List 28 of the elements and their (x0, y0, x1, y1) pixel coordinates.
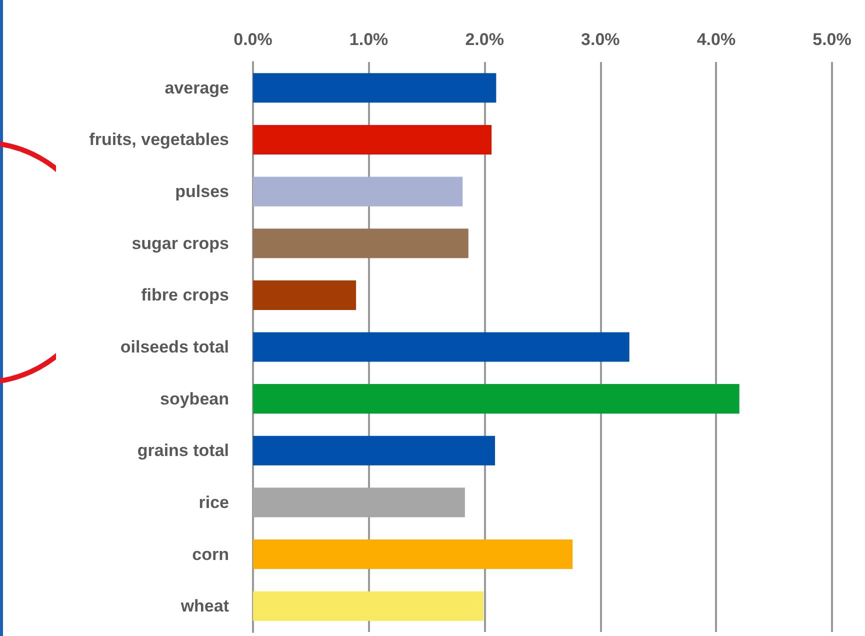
y-tick-label: fruits, vegetables (89, 130, 229, 150)
x-tick-label: 4.0% (696, 30, 736, 49)
x-tick-label: 5.0% (812, 30, 852, 49)
bar (253, 124, 492, 154)
y-tick-label: pulses (175, 182, 229, 202)
bar (253, 228, 468, 258)
x-tick-label: 1.0% (349, 30, 388, 49)
y-tick-label: corn (192, 544, 229, 564)
y-tick-label: soybean (160, 389, 229, 408)
y-tick-label: wheat (180, 596, 230, 616)
bar (253, 280, 356, 310)
y-tick-label: average (164, 78, 229, 98)
x-tick-label: 2.0% (465, 30, 504, 49)
bar (253, 540, 573, 570)
y-tick-label: fibre crops (141, 286, 229, 305)
bar (253, 384, 740, 414)
x-tick-label: 3.0% (581, 30, 620, 49)
bar (253, 436, 496, 466)
y-tick-label: oilseeds total (120, 338, 229, 356)
y-tick-label: sugar crops (132, 234, 229, 253)
bar (253, 332, 630, 362)
y-tick-label: rice (198, 492, 229, 512)
bar (253, 591, 484, 621)
bar (253, 73, 496, 103)
x-tick-label: 0.0% (234, 30, 272, 49)
bar (253, 488, 465, 518)
y-tick-label: grains total (137, 441, 229, 460)
bar (253, 176, 463, 206)
